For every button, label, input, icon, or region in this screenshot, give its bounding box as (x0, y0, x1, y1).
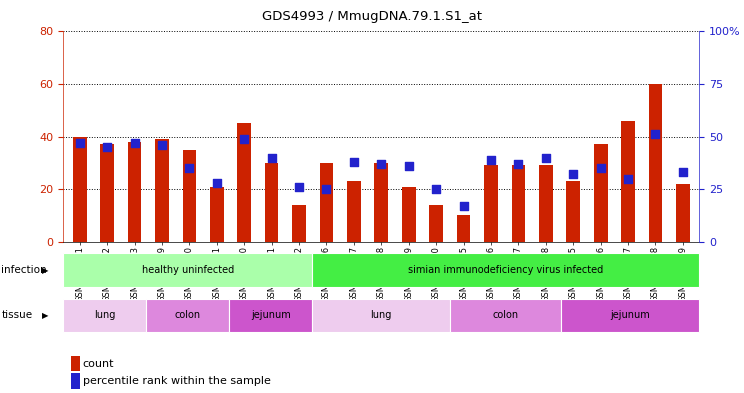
Text: lung: lung (94, 310, 115, 320)
Text: colon: colon (175, 310, 201, 320)
Bar (182, 150, 196, 242)
Text: simian immunodeficiency virus infected: simian immunodeficiency virus infected (408, 265, 603, 275)
Text: infection: infection (1, 265, 47, 275)
Point (567, 171, 579, 178)
Bar (429, 205, 443, 242)
Point (540, 154, 552, 161)
Bar (621, 121, 635, 242)
Bar (512, 165, 525, 242)
Point (348, 159, 360, 165)
Point (650, 131, 661, 138)
Text: GDS4993 / MmugDNA.79.1.S1_at: GDS4993 / MmugDNA.79.1.S1_at (262, 10, 482, 23)
Point (74, 140, 86, 146)
Bar (320, 163, 333, 242)
Bar (374, 163, 388, 242)
Point (458, 203, 469, 209)
Point (184, 165, 196, 171)
Text: ▶: ▶ (42, 311, 49, 320)
Point (293, 184, 305, 190)
Text: tissue: tissue (1, 310, 33, 320)
Bar (155, 139, 169, 242)
Bar (402, 187, 416, 242)
Point (321, 186, 333, 192)
Text: jejunum: jejunum (251, 310, 291, 320)
Point (513, 161, 525, 167)
Bar (539, 165, 553, 242)
Bar (484, 165, 498, 242)
Bar (594, 145, 608, 242)
Text: healthy uninfected: healthy uninfected (141, 265, 234, 275)
Text: percentile rank within the sample: percentile rank within the sample (83, 376, 271, 386)
Bar (265, 163, 278, 242)
Text: count: count (83, 358, 114, 369)
Point (156, 142, 168, 148)
Bar (347, 181, 361, 242)
Point (129, 140, 141, 146)
Point (594, 165, 606, 171)
Bar (128, 142, 141, 242)
Point (375, 161, 387, 167)
Point (430, 186, 442, 192)
Point (101, 144, 113, 150)
Bar (566, 181, 580, 242)
Bar (457, 215, 470, 242)
Text: ▶: ▶ (42, 266, 49, 275)
Bar (237, 123, 251, 242)
Point (266, 154, 278, 161)
Text: colon: colon (493, 310, 519, 320)
Point (403, 163, 414, 169)
Text: jejunum: jejunum (610, 310, 650, 320)
Point (211, 180, 222, 186)
Bar (292, 205, 306, 242)
Bar (100, 145, 114, 242)
Point (677, 169, 689, 175)
Bar (210, 187, 224, 242)
Point (622, 175, 634, 182)
Bar (73, 136, 86, 242)
Point (485, 156, 497, 163)
Point (238, 136, 250, 142)
Bar (676, 184, 690, 242)
Text: lung: lung (371, 310, 392, 320)
Bar (649, 84, 662, 242)
